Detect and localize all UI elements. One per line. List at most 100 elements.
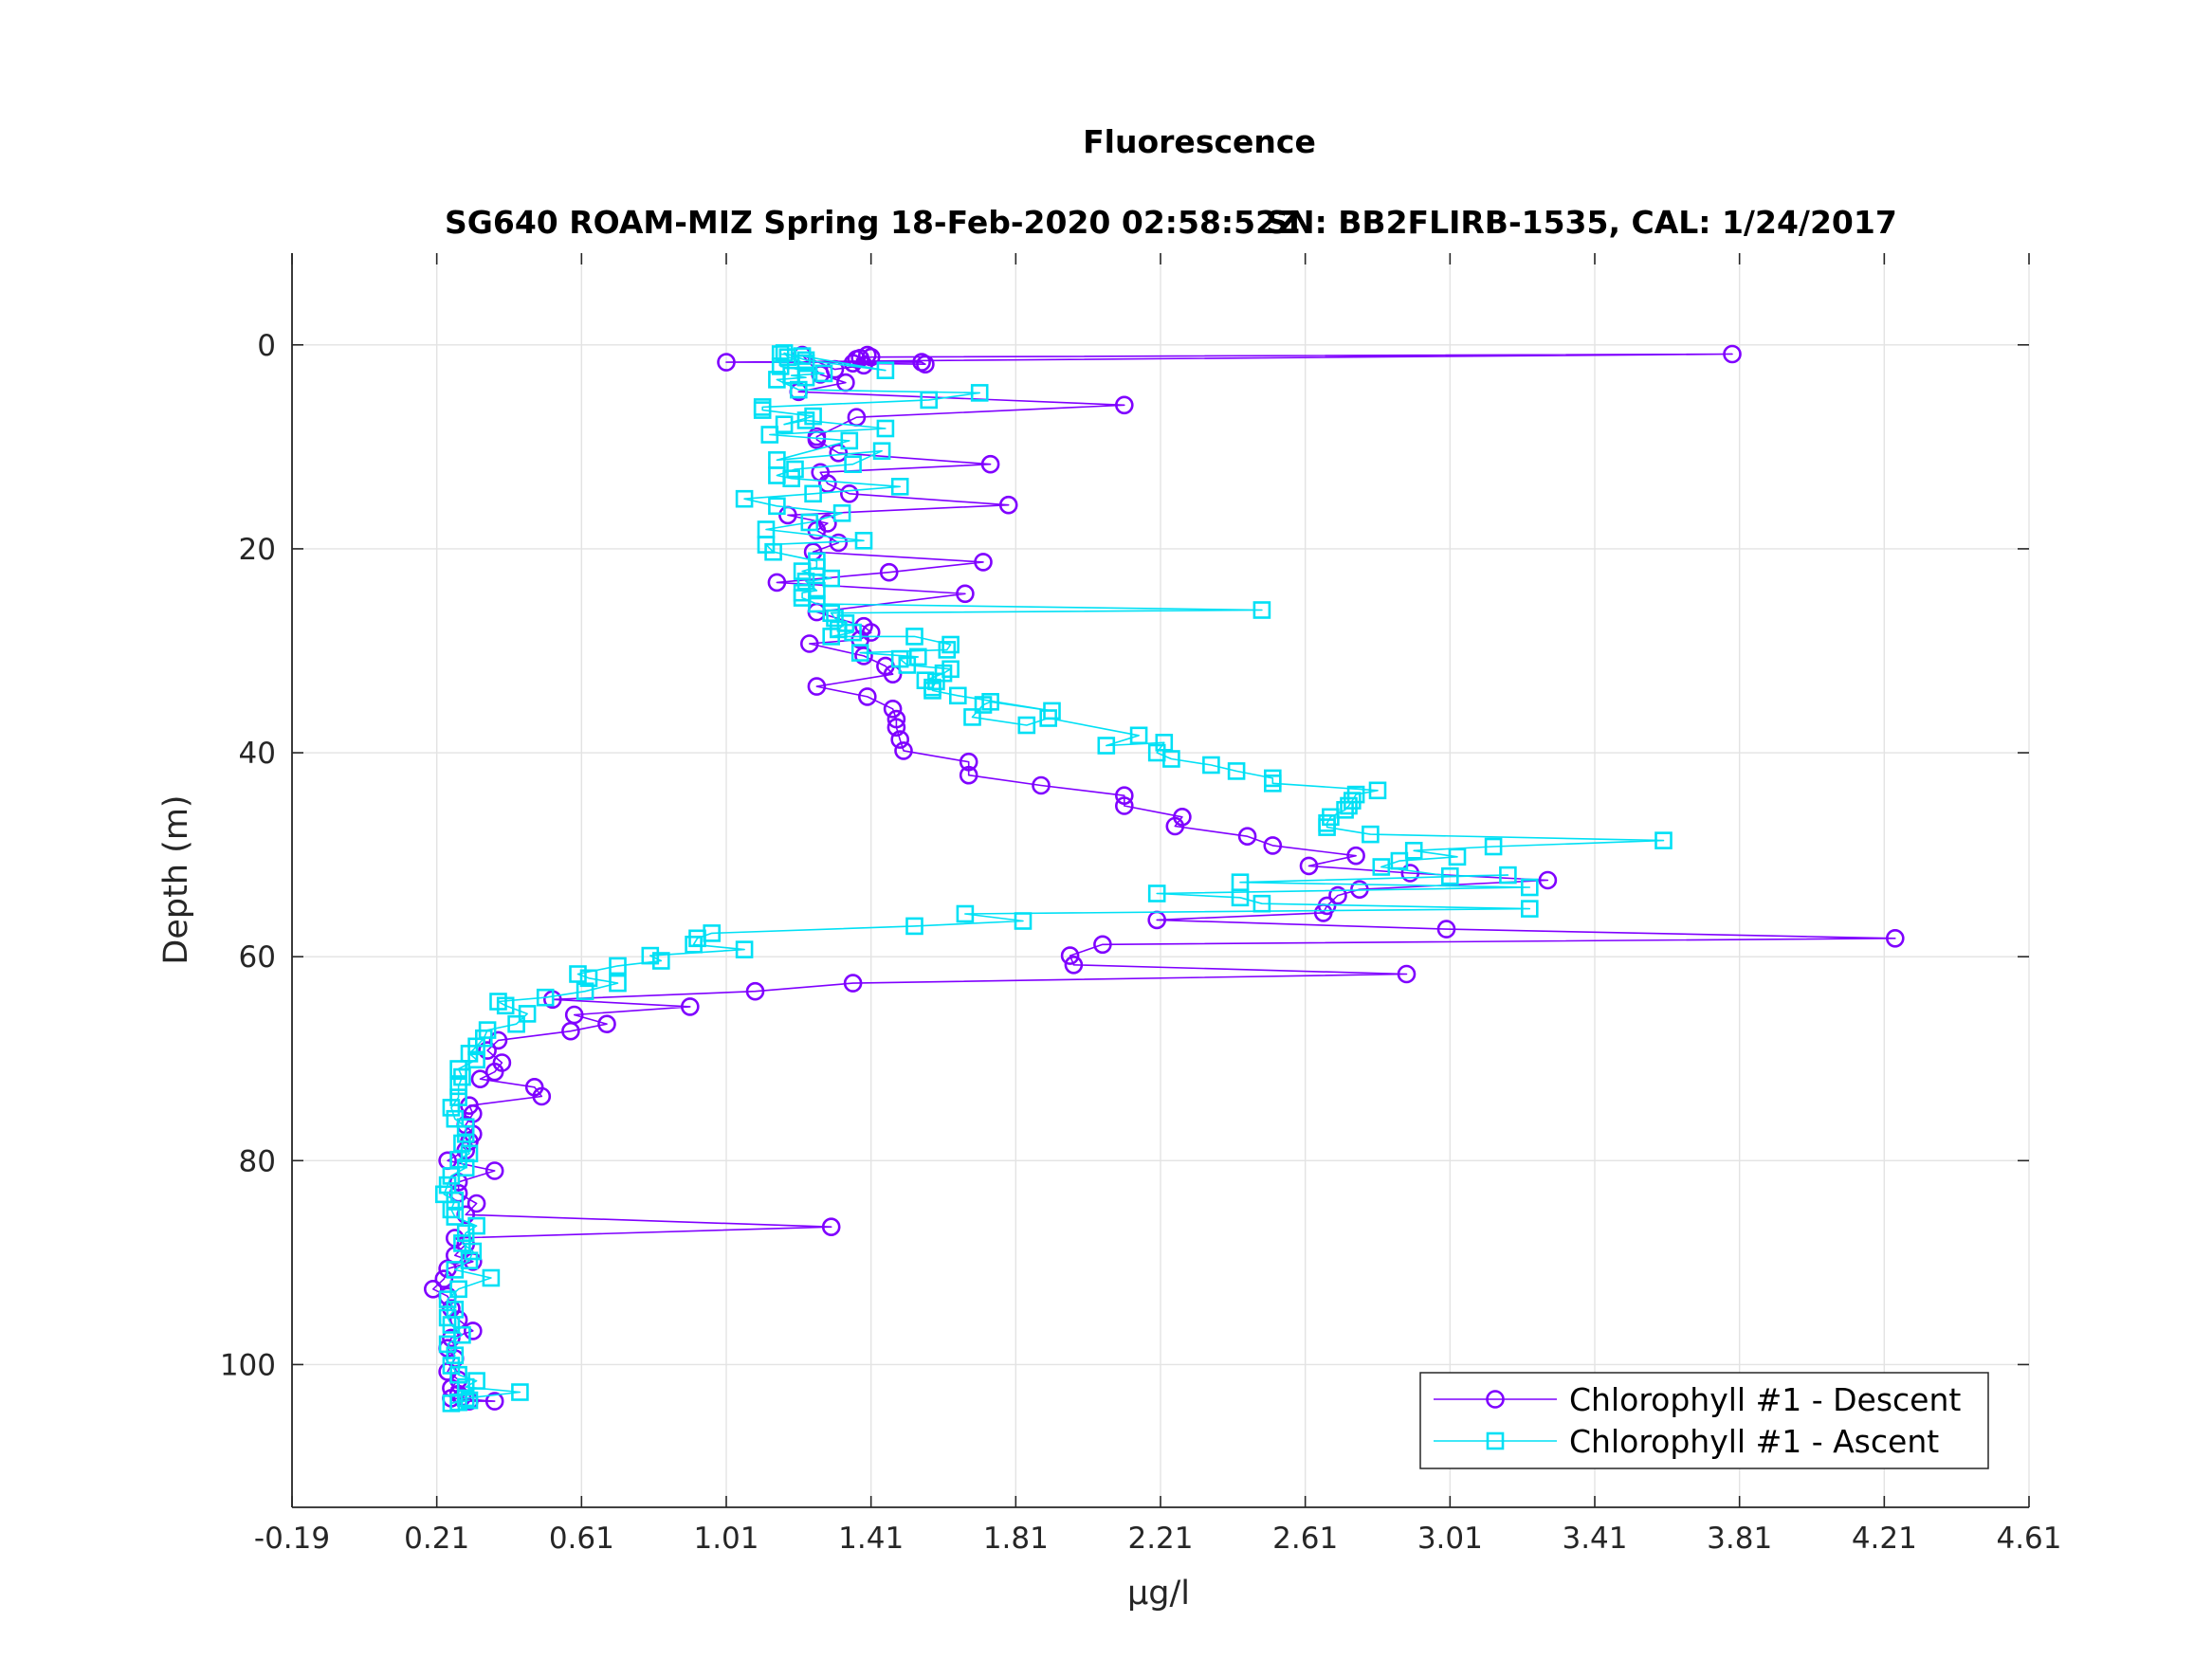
data-point bbox=[956, 584, 975, 604]
data-point bbox=[532, 1086, 552, 1106]
series-1 bbox=[434, 344, 1673, 1413]
data-point bbox=[576, 982, 594, 1000]
data-point bbox=[959, 765, 978, 785]
data-point bbox=[735, 489, 754, 508]
y-tick-label: 40 bbox=[239, 737, 276, 771]
data-point bbox=[799, 634, 819, 653]
data-point bbox=[1346, 785, 1365, 804]
data-point bbox=[489, 993, 507, 1011]
data-point bbox=[1129, 726, 1148, 745]
y-tick-labels: 0 20 40 60 80 100 bbox=[220, 329, 276, 1383]
data-point bbox=[442, 1328, 461, 1348]
data-point bbox=[434, 1185, 453, 1204]
data-point bbox=[890, 649, 909, 668]
legend-ascent-marker bbox=[1486, 1431, 1505, 1450]
data-point bbox=[1441, 866, 1459, 885]
data-point bbox=[1448, 848, 1467, 866]
chart-title: Fluorescence bbox=[1083, 123, 1316, 160]
x-tick-label: 0.21 bbox=[404, 1522, 469, 1556]
data-point bbox=[460, 1251, 479, 1269]
x-tick-label: 2.21 bbox=[1127, 1522, 1193, 1556]
data-point bbox=[839, 483, 859, 503]
data-point bbox=[844, 455, 862, 474]
data-point bbox=[1263, 836, 1283, 855]
data-point bbox=[1093, 935, 1112, 955]
data-point bbox=[857, 687, 877, 706]
data-point bbox=[1400, 864, 1420, 883]
data-point bbox=[1484, 837, 1503, 856]
data-point bbox=[1499, 866, 1517, 884]
data-point bbox=[894, 741, 913, 760]
data-point bbox=[1115, 796, 1134, 815]
data-point bbox=[1346, 846, 1365, 866]
data-point bbox=[423, 1280, 443, 1299]
data-point bbox=[1060, 946, 1080, 965]
data-point bbox=[518, 1005, 537, 1023]
y-tick-label: 100 bbox=[220, 1348, 276, 1382]
data-point bbox=[843, 974, 863, 993]
data-point bbox=[829, 443, 849, 463]
data-point bbox=[948, 686, 967, 705]
data-point bbox=[818, 474, 837, 493]
data-point bbox=[879, 562, 899, 582]
data-point bbox=[775, 415, 794, 434]
series-line bbox=[431, 353, 1896, 1402]
data-point bbox=[1723, 344, 1742, 364]
data-point bbox=[808, 552, 826, 571]
data-point bbox=[876, 361, 895, 380]
data-point bbox=[703, 924, 722, 942]
data-point bbox=[850, 644, 869, 662]
x-tick-label: 3.81 bbox=[1707, 1522, 1772, 1556]
data-point bbox=[680, 997, 700, 1016]
data-point bbox=[938, 641, 957, 659]
data-point bbox=[1202, 756, 1220, 775]
data-point bbox=[753, 398, 772, 416]
data-point bbox=[876, 419, 895, 438]
data-point bbox=[920, 391, 939, 410]
legend-box bbox=[1419, 1372, 1989, 1469]
data-point bbox=[482, 1268, 501, 1287]
data-point bbox=[1299, 856, 1319, 876]
data-point bbox=[814, 364, 833, 383]
data-point bbox=[484, 1392, 504, 1411]
data-point bbox=[449, 1077, 467, 1096]
legend-descent-marker bbox=[1486, 1390, 1505, 1409]
data-point bbox=[786, 460, 804, 479]
data-point bbox=[998, 495, 1018, 515]
data-point bbox=[981, 692, 999, 711]
y-tick-label: 60 bbox=[239, 940, 276, 975]
data-point bbox=[768, 497, 786, 516]
data-point bbox=[959, 752, 978, 772]
data-point bbox=[941, 660, 960, 679]
data-point bbox=[836, 614, 855, 632]
y-tick-label: 80 bbox=[239, 1144, 276, 1178]
data-point bbox=[1654, 831, 1673, 849]
data-point bbox=[1032, 775, 1051, 795]
data-point bbox=[478, 1041, 497, 1060]
data-point bbox=[1043, 702, 1061, 720]
data-point bbox=[1368, 781, 1387, 800]
data-point bbox=[460, 1391, 479, 1410]
x-tick-label: 3.41 bbox=[1562, 1522, 1627, 1556]
data-point bbox=[438, 1176, 457, 1194]
data-point bbox=[651, 952, 670, 970]
legend: Chlorophyll #1 - Descent Chlorophyll #1 … bbox=[1419, 1372, 1989, 1469]
data-point bbox=[438, 1335, 457, 1354]
data-point bbox=[905, 917, 923, 936]
data-point bbox=[1227, 762, 1246, 780]
x-tick-labels: -0.19 0.21 0.61 1.01 1.41 1.81 2.21 2.61 3.01 3.4… bbox=[254, 1522, 2062, 1556]
data-point bbox=[453, 1325, 471, 1344]
data-point bbox=[822, 569, 841, 588]
data-point bbox=[478, 1021, 497, 1039]
data-point bbox=[1097, 737, 1116, 755]
data-point bbox=[1252, 601, 1271, 619]
data-point bbox=[609, 974, 627, 993]
data-point bbox=[438, 1290, 457, 1308]
data-point bbox=[908, 647, 927, 666]
legend-ascent-label: Chlorophyll #1 - Ascent bbox=[1569, 1423, 1939, 1460]
data-point bbox=[963, 708, 981, 726]
data-point bbox=[442, 1357, 461, 1375]
chart-subtitle-left: SG640 ROAM-MIZ Spring 18-Feb-2020 02:58:… bbox=[445, 204, 1300, 241]
data-point bbox=[1397, 964, 1417, 984]
